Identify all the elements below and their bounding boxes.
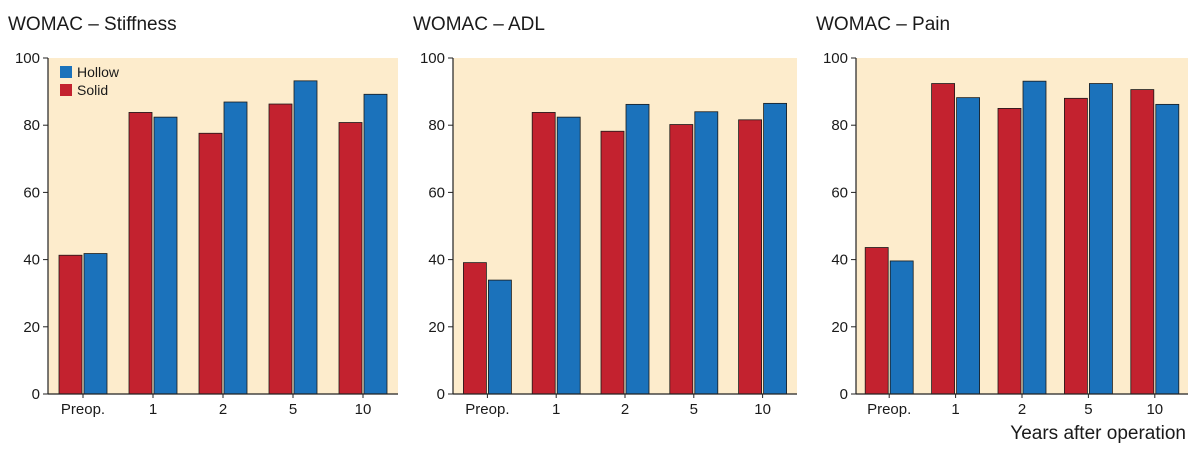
bar-hollow-3 bbox=[223, 101, 248, 395]
legend-label-hollow: Hollow bbox=[77, 64, 120, 80]
bar-hollow-2 bbox=[556, 116, 581, 395]
bar-solid-3 bbox=[997, 108, 1022, 395]
bar-hollow-1 bbox=[889, 260, 914, 395]
bar-hollow-5 bbox=[1155, 103, 1180, 395]
bar-hollow-3 bbox=[1022, 80, 1047, 395]
x-tick-label: Preop. bbox=[465, 401, 509, 418]
bar-hollow-4 bbox=[293, 80, 318, 395]
y-tick-label: 40 bbox=[23, 252, 40, 269]
bar-solid-1 bbox=[58, 254, 83, 395]
bar-solid-4 bbox=[669, 124, 694, 395]
bar-solid-1 bbox=[864, 247, 889, 395]
bar-hollow-2 bbox=[956, 97, 980, 395]
bar-hollow-2 bbox=[153, 116, 178, 395]
bar-solid-4 bbox=[1064, 97, 1088, 395]
bar-solid-4 bbox=[268, 103, 293, 395]
x-tick-label: 10 bbox=[355, 401, 372, 418]
x-tick-label: 1 bbox=[552, 401, 560, 418]
chart-title: WOMAC – Stiffness bbox=[8, 14, 177, 35]
bar-hollow-1 bbox=[487, 279, 512, 395]
legend-swatch-hollow bbox=[60, 66, 72, 78]
bar-solid-2 bbox=[531, 112, 556, 395]
x-tick-label: 5 bbox=[690, 401, 698, 418]
y-tick-label: 80 bbox=[831, 117, 848, 134]
bar-solid-3 bbox=[600, 130, 625, 395]
y-tick-label: 100 bbox=[420, 50, 445, 67]
y-tick-label: 0 bbox=[840, 386, 848, 403]
y-tick-label: 80 bbox=[23, 117, 40, 134]
bar-hollow-4 bbox=[694, 111, 719, 395]
x-tick-label: Preop. bbox=[867, 401, 911, 418]
x-tick-label: 2 bbox=[1018, 401, 1026, 418]
x-tick-label: 2 bbox=[219, 401, 227, 418]
x-tick-label: 5 bbox=[289, 401, 297, 418]
y-tick-label: 100 bbox=[823, 50, 848, 67]
y-tick-label: 0 bbox=[437, 386, 445, 403]
bar-hollow-4 bbox=[1089, 83, 1113, 395]
bar-hollow-1 bbox=[83, 253, 108, 395]
x-tick-label: Preop. bbox=[61, 401, 105, 418]
y-tick-label: 20 bbox=[23, 319, 40, 336]
bar-hollow-5 bbox=[363, 93, 388, 395]
chart-title: WOMAC – Pain bbox=[816, 14, 950, 35]
y-tick-label: 40 bbox=[428, 252, 445, 269]
x-tick-label: 1 bbox=[951, 401, 959, 418]
y-tick-label: 60 bbox=[831, 184, 848, 201]
legend: Hollow Solid bbox=[60, 64, 120, 98]
x-tick-label: 2 bbox=[621, 401, 629, 418]
y-tick-label: 100 bbox=[15, 50, 40, 67]
bar-solid-2 bbox=[931, 83, 955, 395]
y-tick-label: 60 bbox=[23, 184, 40, 201]
bar-solid-5 bbox=[1130, 89, 1155, 395]
chart-title: WOMAC – ADL bbox=[413, 14, 545, 35]
x-tick-label: 10 bbox=[1146, 401, 1163, 418]
y-tick-label: 20 bbox=[428, 319, 445, 336]
bar-hollow-3 bbox=[625, 103, 650, 395]
bar-solid-1 bbox=[462, 262, 487, 395]
y-tick-label: 20 bbox=[831, 319, 848, 336]
legend-label-solid: Solid bbox=[77, 82, 108, 98]
x-tick-label: 10 bbox=[754, 401, 771, 418]
x-tick-label: 5 bbox=[1084, 401, 1092, 418]
legend-swatch-solid bbox=[60, 84, 72, 96]
y-tick-label: 60 bbox=[428, 184, 445, 201]
bar-solid-3 bbox=[198, 132, 223, 395]
bar-solid-5 bbox=[738, 119, 762, 395]
y-tick-label: 0 bbox=[32, 386, 40, 403]
y-tick-label: 40 bbox=[831, 252, 848, 269]
bar-solid-2 bbox=[128, 112, 153, 395]
bar-hollow-5 bbox=[763, 102, 787, 395]
x-tick-label: 1 bbox=[149, 401, 157, 418]
bar-solid-5 bbox=[338, 122, 363, 395]
y-tick-label: 80 bbox=[428, 117, 445, 134]
x-axis-label: Years after operation bbox=[1010, 423, 1186, 444]
